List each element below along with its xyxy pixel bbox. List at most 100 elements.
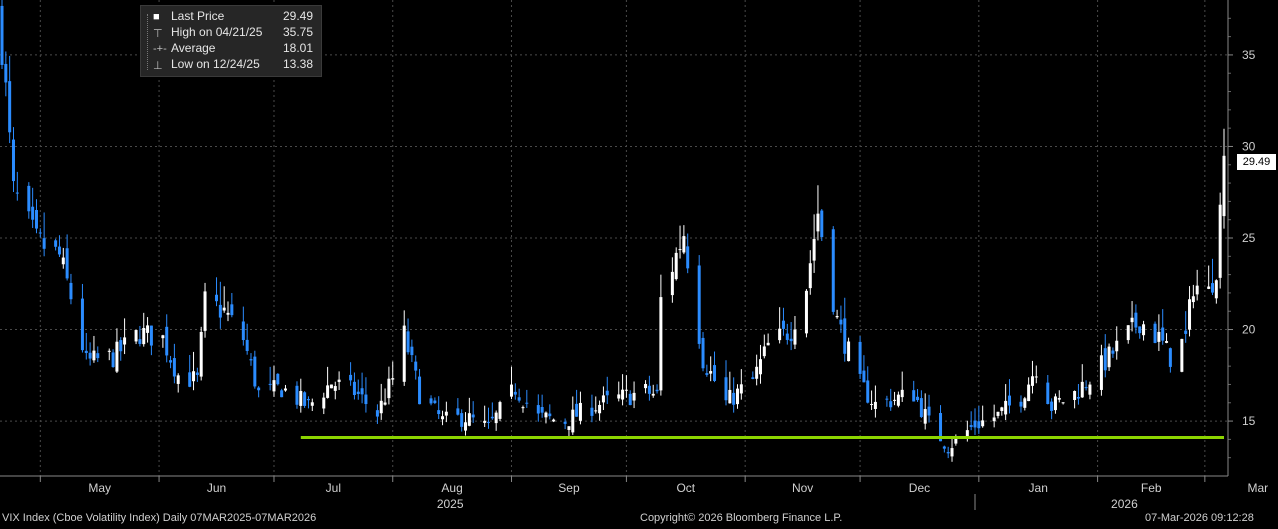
candle-body [655, 389, 659, 392]
candle-body [835, 316, 839, 318]
x-month-label: Nov [792, 481, 813, 495]
candle-body [755, 366, 759, 379]
candle-body [0, 5, 4, 65]
legend-low: ⊥ Low on 12/24/25 13.38 [141, 57, 321, 73]
candle-body [329, 384, 333, 389]
candle-body [996, 411, 1000, 416]
candle-body [893, 399, 897, 401]
candle-body [659, 297, 663, 391]
candle-body [1004, 400, 1008, 415]
candle-body [601, 395, 605, 403]
candle-body [467, 413, 471, 426]
last-price-tag: 29.49 [1237, 154, 1276, 170]
candle-body [862, 370, 866, 383]
candle-body [548, 413, 552, 417]
candle-body [34, 210, 38, 229]
candle-body [1057, 398, 1061, 400]
candle-body [1134, 312, 1138, 328]
candle-body [1142, 324, 1146, 336]
candle-body [360, 388, 364, 395]
legend-low-label: Low on 12/24/25 [171, 57, 260, 71]
candle-body [494, 412, 498, 424]
candle-body [15, 192, 19, 194]
candle-body [464, 422, 468, 431]
candle-body [1046, 382, 1050, 405]
candle-body [647, 385, 651, 394]
candle-body [812, 238, 816, 261]
candle-body [483, 420, 487, 423]
candle-body [57, 246, 61, 255]
x-month-label: Jun [207, 481, 226, 495]
candle-body [1050, 401, 1054, 411]
candle-body [245, 339, 249, 351]
candle-body [992, 417, 996, 422]
candle-body [1165, 341, 1169, 343]
candle-body [215, 294, 219, 302]
candle-body [276, 373, 280, 385]
candle-body [1034, 376, 1038, 378]
square-icon: ■ [153, 11, 160, 23]
legend-high-label: High on 04/21/25 [171, 25, 263, 39]
candle-body [831, 229, 835, 312]
candle-body [169, 360, 173, 363]
candle-body [188, 372, 192, 387]
candle-body [977, 421, 981, 429]
candle-body [176, 375, 180, 384]
x-month-label: Feb [1141, 481, 1162, 495]
candle-body [433, 400, 437, 404]
candle-body [912, 390, 916, 402]
footer-copyright: Copyright© 2026 Bloomberg Finance L.P. [640, 512, 843, 524]
candle-body [379, 400, 383, 414]
candle-body [1157, 331, 1161, 342]
candle-body [778, 328, 782, 341]
candle-body [758, 359, 762, 375]
y-tick-label: 25 [1242, 231, 1256, 245]
candle-body [149, 325, 153, 346]
legend-high-value: 35.75 [283, 25, 314, 39]
candle-body [111, 352, 115, 368]
candle-body [107, 350, 111, 352]
candle-body [942, 446, 946, 449]
candle-body [134, 330, 138, 342]
candle-body [1184, 330, 1188, 334]
candle-body [1180, 338, 1184, 372]
candle-body [1107, 346, 1111, 368]
y-tick-label: 35 [1242, 48, 1256, 62]
candle-body [11, 139, 15, 182]
candle-body [678, 249, 682, 251]
candle-body [785, 333, 789, 340]
candle-body [820, 210, 824, 238]
candle-body [27, 185, 31, 212]
candle-body [735, 388, 739, 405]
candle-body [923, 409, 927, 424]
candle-body [283, 388, 287, 391]
candle-body [364, 394, 368, 405]
candle-body [1218, 204, 1222, 278]
candle-body [383, 402, 387, 405]
candle-body [387, 378, 391, 399]
candle-body [280, 390, 284, 398]
candle-body [1000, 407, 1004, 411]
candle-body [705, 373, 709, 375]
candle-body [1080, 381, 1084, 398]
candle-body [552, 419, 556, 422]
candle-body [414, 361, 418, 371]
candle-body [268, 383, 272, 385]
candle-body [38, 232, 42, 234]
legend-high: ⊤ High on 04/21/25 35.75 [141, 25, 321, 41]
candle-body [406, 331, 410, 353]
low-marker-icon: ⊥ [153, 60, 163, 72]
footer-timestamp: 07-Mar-2026 09:12:28 [1145, 512, 1254, 524]
candle-body [701, 337, 705, 369]
candle-body [927, 406, 931, 416]
candle-body [766, 342, 770, 346]
candle-body [590, 407, 594, 416]
candle-body [299, 391, 303, 406]
x-month-label: Jul [326, 481, 341, 495]
candle-body [621, 389, 625, 400]
legend-average-value: 18.01 [283, 41, 314, 55]
y-tick-label: 30 [1242, 139, 1256, 153]
candle-body [889, 401, 893, 408]
candle-body [192, 371, 196, 382]
